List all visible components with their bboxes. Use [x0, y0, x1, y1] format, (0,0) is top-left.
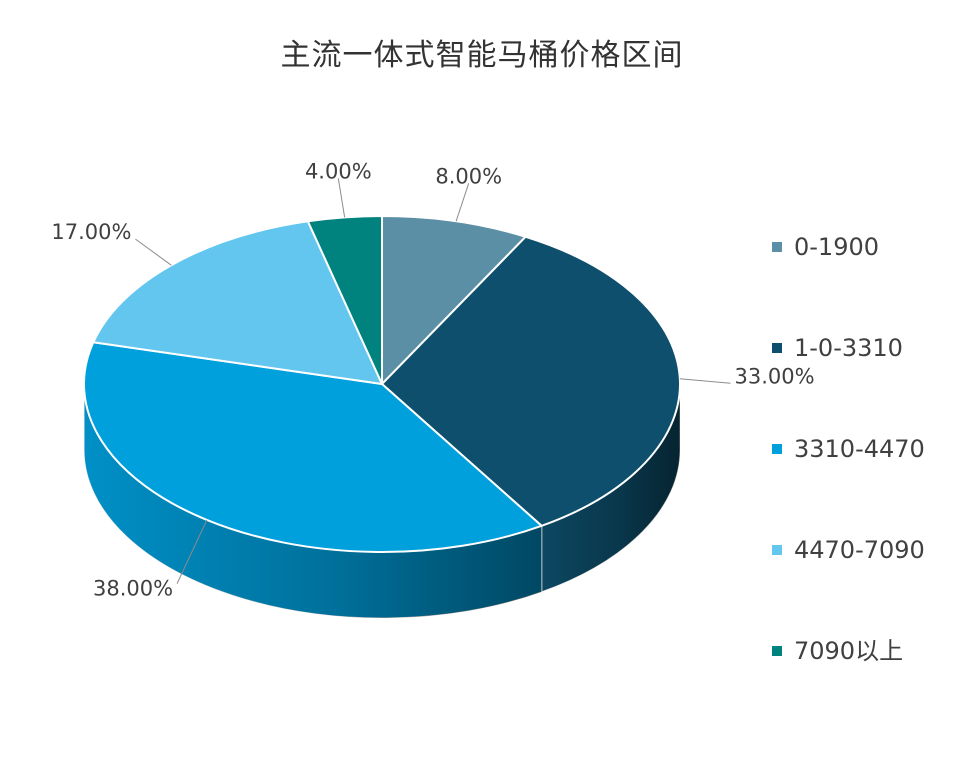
legend-label: 7090以上 — [794, 637, 904, 665]
data-label-3: 17.00% — [51, 220, 131, 244]
legend-swatch — [772, 444, 782, 454]
leader-line-4 — [337, 178, 346, 218]
legend-item-0[interactable]: 0-1900 — [772, 228, 925, 329]
legend-swatch — [772, 545, 782, 555]
leader-line-0 — [455, 183, 470, 222]
legend-item-1[interactable]: 1-0-3310 — [772, 329, 925, 430]
pie-side-shade-2 — [83, 384, 542, 619]
leader-line-1 — [679, 378, 731, 384]
legend-swatch — [772, 343, 782, 353]
legend-label: 3310-4470 — [794, 435, 925, 463]
pie-slice-2 — [83, 341, 543, 553]
leader-line-2 — [176, 519, 208, 584]
pie-slice-0 — [381, 215, 527, 385]
data-label-1: 33.00% — [734, 364, 814, 388]
leader-line-3 — [135, 238, 172, 266]
legend-swatch — [772, 242, 782, 252]
data-label-4: 4.00% — [305, 159, 372, 183]
pie-slice-1 — [381, 235, 681, 527]
legend-label: 4470-7090 — [794, 536, 925, 564]
data-label-2: 38.00% — [93, 577, 173, 601]
legend-swatch — [772, 646, 782, 656]
legend: 0-1900 1-0-3310 3310-4470 4470-7090 7090… — [772, 228, 925, 733]
data-label-0: 8.00% — [435, 164, 502, 188]
pie-slice-3 — [92, 220, 383, 385]
pie-side-shade-1 — [541, 384, 680, 592]
legend-item-2[interactable]: 3310-4470 — [772, 430, 925, 531]
chart-title: 主流一体式智能马桶价格区间 — [280, 38, 684, 73]
legend-item-4[interactable]: 7090以上 — [772, 632, 925, 733]
legend-item-3[interactable]: 4470-7090 — [772, 531, 925, 632]
legend-label: 0-1900 — [794, 233, 880, 261]
legend-label: 1-0-3310 — [794, 334, 903, 362]
